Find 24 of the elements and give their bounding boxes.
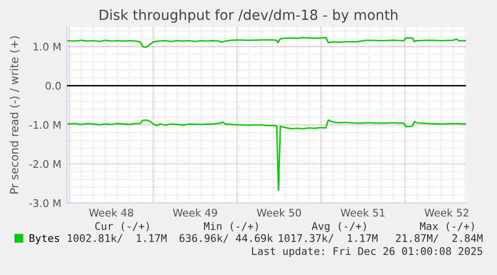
y-tick-label: -3.0 M [29,199,60,208]
x-tick-label: Week 51 [340,208,385,217]
y-tick-label: 1.0 M [34,42,60,51]
text: Avg (-/+) [312,222,366,232]
chart-title: Disk throughput for /dev/dm-18 - by month [100,9,398,23]
text: 21.87M/ 2.84M [396,234,483,243]
text: 1017.37k/ 1.17M [278,234,378,243]
x-tick-label: Week 50 [256,208,301,217]
line-series [67,36,466,48]
text: 1002.81k/ 1.17M [68,234,167,243]
x-tick-label: Week 48 [89,208,134,217]
y-tick-label: -2.0 M [29,160,60,168]
y-tick-label: -1.0 M [29,121,60,129]
text: Last update: Fri Dec 26 01:00:08 2025 [252,246,482,258]
x-tick-label: Week 52 [424,208,468,217]
y-tick-label: 0.0 [46,82,61,90]
y-axis-title: Pr second read (-) / write (+) [10,36,20,194]
text: Cur (-/+) [95,222,149,232]
text: 636.96k/ 44.69k [180,234,273,243]
text: Min (-/+) [204,222,258,232]
text: Max (-/+) [420,222,474,232]
x-tick-label: Week 49 [173,208,218,217]
line-series [67,119,466,191]
legend-label: Bytes [30,234,60,244]
